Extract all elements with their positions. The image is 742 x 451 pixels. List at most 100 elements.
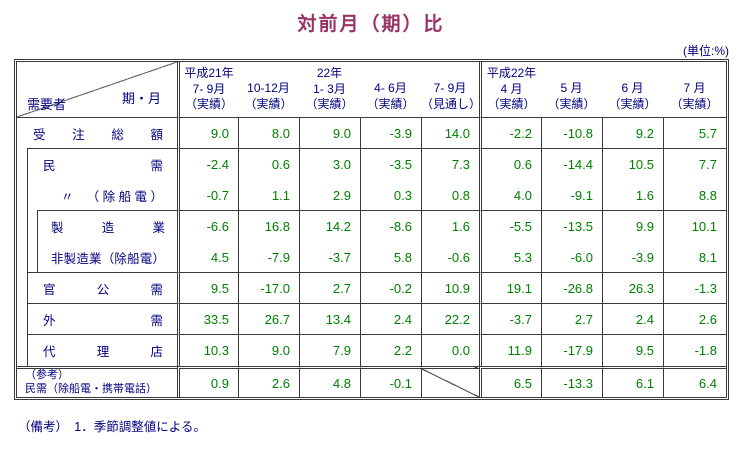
value-cell: 10.1	[663, 211, 726, 242]
unit-label: (単位:%)	[683, 44, 729, 58]
value-cell: 5.7	[663, 118, 726, 149]
value-cell: 9.5	[177, 273, 238, 304]
value-cell: 2.4	[602, 304, 663, 335]
value-cell: -26.8	[541, 273, 602, 304]
value-cell: -0.7	[177, 180, 238, 211]
value-cell: 10.5	[602, 149, 663, 180]
value-cell: 8.0	[238, 118, 299, 149]
row-label-cell: 民 需	[17, 149, 177, 180]
reference-label-line2: 民需（除船電・携帯電話）	[25, 383, 157, 395]
header-period-label: 5 月	[560, 81, 583, 96]
value-cell: 0.8	[421, 180, 479, 211]
value-cell: 16.8	[238, 211, 299, 242]
row-label: 代 理 店	[43, 345, 163, 359]
label-separator-ditto	[37, 210, 177, 211]
header-period-label: 7 月	[683, 81, 706, 96]
label-separator-total	[27, 148, 177, 149]
value-cell: 0.9	[177, 366, 238, 397]
table-grid: 需要者 期・月 平成21年 7- 9月 （実績） 10-12月 （実績） 22年 1- 3月…	[14, 59, 729, 400]
label-separator-nonmfg	[27, 272, 177, 273]
value-cell: 33.5	[177, 304, 238, 335]
value-cell: 0.6	[479, 149, 541, 180]
column-header: 7- 9月 （見通し）	[421, 62, 482, 118]
value-cell: 2.4	[360, 304, 421, 335]
value-cell: 0.0	[421, 335, 479, 366]
value-cell: 7.9	[299, 335, 360, 366]
header-status-label: （実績）	[184, 97, 233, 112]
value-cell: 0.3	[360, 180, 421, 211]
value-cell: 26.3	[602, 273, 663, 304]
value-cell: -6.0	[541, 242, 602, 273]
indent-line-level1	[27, 148, 28, 366]
label-separator-external	[27, 334, 177, 335]
value-cell: 6.5	[479, 366, 541, 397]
value-cell: 7.7	[663, 149, 726, 180]
value-cell: 26.7	[238, 304, 299, 335]
label-separator-public	[27, 303, 177, 304]
value-cell: -9.1	[541, 180, 602, 211]
value-cell: -7.9	[238, 242, 299, 273]
header-year-label: 平成22年	[486, 66, 537, 81]
value-cell: 2.6	[663, 304, 726, 335]
header-period-label: 4- 6月	[374, 81, 407, 96]
column-header: 平成21年 7- 9月 （実績）	[177, 62, 238, 118]
header-year-label: 22年	[316, 66, 343, 81]
indent-line-level2	[37, 210, 38, 273]
header-status-label: （実績）	[244, 97, 293, 111]
header-period-label: 7- 9月	[433, 81, 467, 96]
column-header: 6 月（実績）	[602, 62, 663, 118]
value-cell: 8.8	[663, 180, 726, 211]
column-header: 10-12月 （実績）	[238, 62, 299, 118]
value-cell: -0.6	[421, 242, 479, 273]
value-cell: 6.4	[663, 366, 726, 397]
header-period-label: 4 月	[500, 81, 523, 96]
value-cell: 14.2	[299, 211, 360, 242]
value-cell: 5.8	[360, 242, 421, 273]
value-cell: -17.9	[541, 335, 602, 366]
value-cell: -0.1	[360, 366, 421, 397]
value-cell: -3.7	[479, 304, 541, 335]
value-cell: -1.8	[663, 335, 726, 366]
value-cell: 4.0	[479, 180, 541, 211]
reference-label-line1: （参考）	[25, 369, 69, 382]
row-label: 民 需	[43, 159, 163, 173]
remarks-note: （備考） 1．季節調整値による。	[18, 420, 206, 434]
corner-header-cell: 需要者 期・月	[17, 62, 177, 118]
header-status-label: （実績）	[547, 97, 596, 111]
corner-row-axis-label: 需要者	[27, 97, 67, 112]
diagonal-slash-cell	[421, 366, 479, 397]
row-label-cell: 外 需	[17, 304, 177, 335]
value-cell: -6.6	[177, 211, 238, 242]
column-header: 5 月（実績）	[541, 62, 602, 118]
row-label: 受 注 総 額	[33, 128, 163, 142]
value-cell: 2.7	[541, 304, 602, 335]
value-cell: -8.6	[360, 211, 421, 242]
value-cell: -17.0	[238, 273, 299, 304]
row-label: 〃 （除船電）	[61, 190, 163, 204]
header-status-label: （実績）	[608, 97, 657, 111]
row-label-cell: 受 注 総 額	[17, 118, 177, 149]
value-cell: 1.1	[238, 180, 299, 211]
value-cell: -2.4	[177, 149, 238, 180]
row-label-cell: 非製造業（除船電）	[17, 242, 177, 273]
header-status-label: （実績）	[487, 97, 536, 112]
row-label-cell: 代 理 店	[17, 335, 177, 366]
row-label: 製 造 業	[51, 221, 165, 235]
value-cell: 6.1	[602, 366, 663, 397]
column-header: 22年 1- 3月 （実績）	[299, 62, 360, 118]
row-label: 官 公 需	[43, 283, 163, 297]
value-cell: 4.5	[177, 242, 238, 273]
header-status-label: （実績）	[366, 97, 415, 111]
column-header: 平成22年 4 月（実績）	[479, 62, 541, 118]
value-cell: -5.5	[479, 211, 541, 242]
header-status-label: （見通し）	[421, 97, 482, 111]
row-label-cell: 官 公 需	[17, 273, 177, 304]
value-cell: 1.6	[602, 180, 663, 211]
page-title: 対前月（期）比	[297, 14, 445, 35]
value-cell: 1.6	[421, 211, 479, 242]
row-label: 外 需	[43, 314, 163, 328]
header-period-label: 6 月	[621, 81, 644, 96]
value-cell: 19.1	[479, 273, 541, 304]
corner-col-axis-label: 期・月	[121, 91, 161, 106]
